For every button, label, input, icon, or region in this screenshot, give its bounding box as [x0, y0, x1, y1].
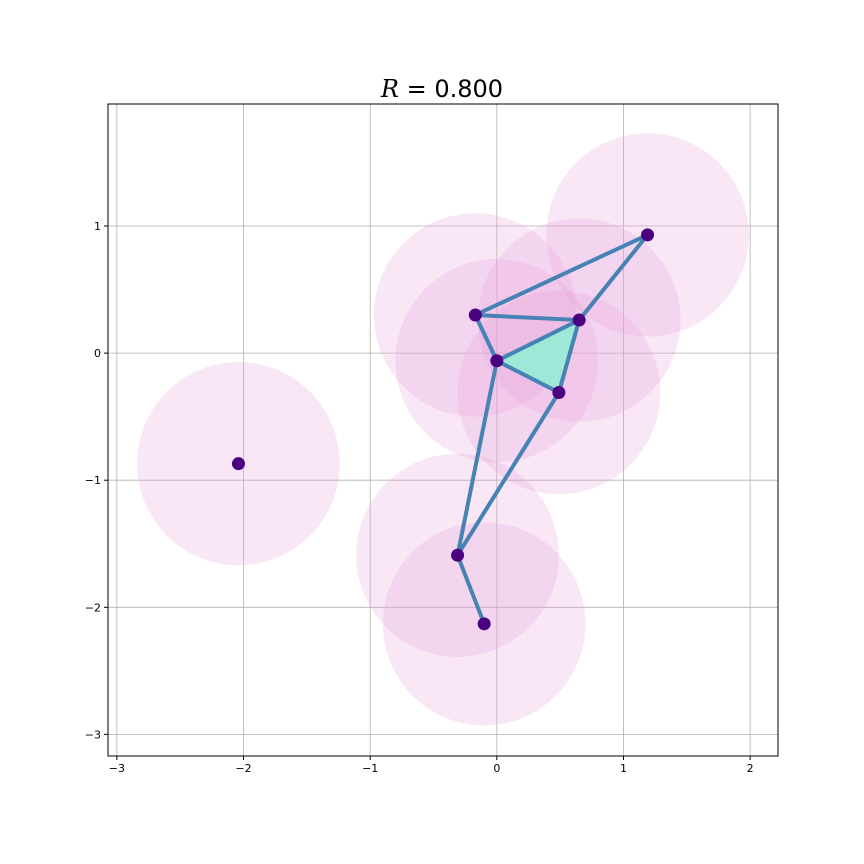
plot-frame	[107, 103, 779, 757]
x-tick-label-1: −2	[235, 762, 251, 775]
edge-1	[473, 312, 582, 323]
title-equals: =	[399, 75, 434, 103]
triangle-0	[496, 320, 580, 393]
data-point-7	[477, 617, 491, 631]
y-tick-label-3: 0	[94, 347, 101, 360]
triangle-layer	[496, 320, 580, 393]
data-point-5	[552, 386, 566, 400]
x-tick-label-2: −1	[362, 762, 378, 775]
x-tick-label-4: 1	[620, 762, 627, 775]
title-symbol: R	[380, 75, 399, 103]
point-layer	[231, 228, 655, 631]
edge-6	[577, 232, 650, 323]
x-tick-label-0: −3	[109, 762, 125, 775]
edge-8	[455, 390, 561, 558]
grid	[108, 104, 778, 756]
y-tick-label-1: −2	[85, 601, 101, 614]
tick-layer: −3 −2 −1 0 1 2 −3 −2 −1 0 1	[85, 220, 754, 775]
y-tick-label-4: 1	[94, 220, 101, 233]
disk-layer	[137, 133, 749, 726]
edge-layer	[455, 232, 650, 626]
data-point-1	[468, 308, 482, 322]
title-value: 0.800	[434, 75, 503, 103]
chart-title: R = 0.800	[380, 75, 503, 103]
data-point-2	[490, 354, 504, 368]
data-point-0	[231, 457, 245, 471]
x-tick-label-3: 0	[493, 762, 500, 775]
edge-9	[455, 553, 487, 626]
y-tick-label-0: −3	[85, 728, 101, 741]
edge-0	[473, 312, 499, 363]
edge-5	[556, 318, 582, 395]
y-tick-label-2: −1	[85, 474, 101, 487]
data-point-3	[572, 313, 586, 327]
x-tick-label-5: 2	[747, 762, 754, 775]
data-point-4	[641, 228, 655, 242]
edge-3	[494, 318, 582, 363]
edge-7	[455, 358, 499, 558]
edge-2	[473, 232, 650, 317]
edge-4	[494, 358, 561, 395]
data-point-6	[451, 548, 465, 562]
